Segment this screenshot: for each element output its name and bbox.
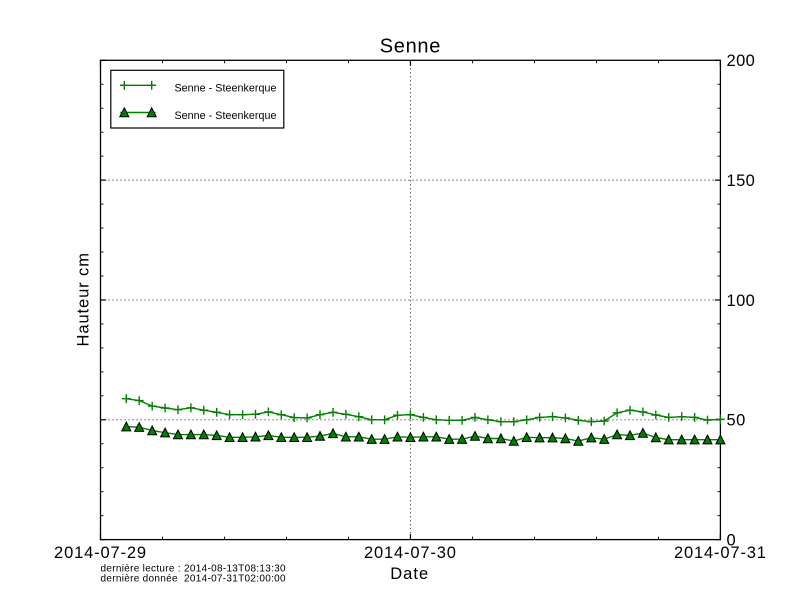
svg-text:Date: Date xyxy=(390,565,429,583)
svg-text:0: 0 xyxy=(727,532,737,550)
svg-text:2014-07-30: 2014-07-30 xyxy=(364,544,457,562)
svg-text:Senne - Steenkerque: Senne - Steenkerque xyxy=(175,82,277,94)
svg-text:Hauteur cm: Hauteur cm xyxy=(75,252,93,346)
svg-text:150: 150 xyxy=(727,172,756,190)
svg-text:200: 200 xyxy=(727,52,756,70)
svg-text:dernière donnée 2014-07-31T02: dernière donnée 2014-07-31T02:00:00 xyxy=(101,573,287,584)
svg-text:Senne - Steenkerque: Senne - Steenkerque xyxy=(175,110,277,122)
svg-text:Senne: Senne xyxy=(380,35,441,57)
svg-text:dernière lecture : 2014-08-13T: dernière lecture : 2014-08-13T08:13:30 xyxy=(101,564,287,575)
svg-text:2014-07-29: 2014-07-29 xyxy=(54,544,147,562)
svg-text:50: 50 xyxy=(727,412,746,430)
svg-text:2014-07-31: 2014-07-31 xyxy=(674,544,767,562)
svg-text:100: 100 xyxy=(727,292,756,310)
